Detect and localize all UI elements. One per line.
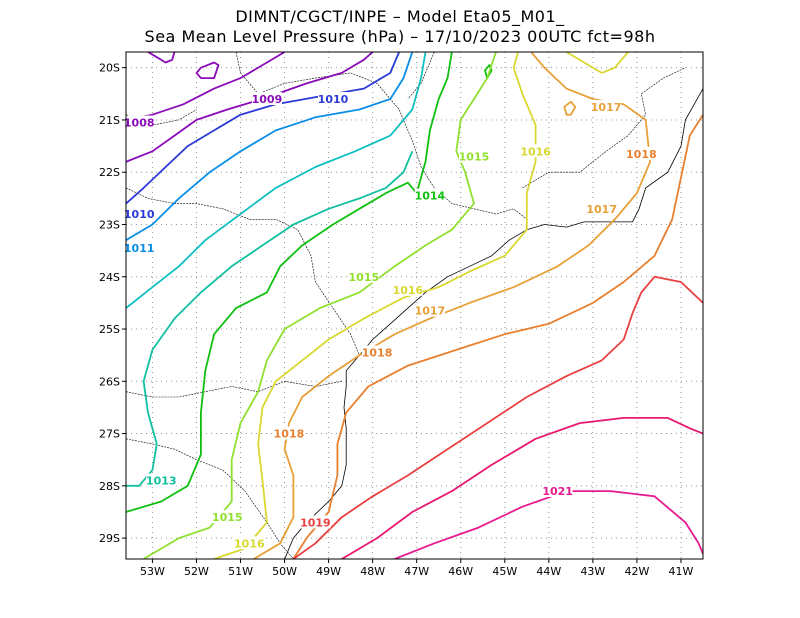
y-tick-label: 25S xyxy=(99,323,120,336)
state-border xyxy=(126,438,294,559)
isobar-1018 xyxy=(292,114,703,559)
contour-label-bg xyxy=(392,282,423,296)
contour-label: 1018 xyxy=(274,428,305,441)
contour-label: 1017 xyxy=(415,305,446,318)
y-tick-label: 24S xyxy=(99,271,120,284)
isobar-1011 xyxy=(126,52,414,241)
state-border xyxy=(235,52,527,220)
contour-label-bg xyxy=(212,510,243,524)
contour-label-layer: 1008 1009 1010 1010 1011 1013 1014 1015 1015 1015… xyxy=(124,92,657,550)
x-tick-label: 43W xyxy=(580,565,605,578)
map-title-line-1: DIMNT/CGCT/INPE – Model Eta05_M01_ xyxy=(235,7,565,26)
contour-label: 1008 xyxy=(124,117,155,130)
y-tick-label: 26S xyxy=(99,375,120,388)
y-tick-label: 29S xyxy=(99,532,120,545)
y-tick-label: 20S xyxy=(99,62,120,75)
contour-label-bg xyxy=(124,241,155,255)
contour-label: 1018 xyxy=(626,148,657,161)
contour-label-bg xyxy=(124,207,155,221)
x-tick-label: 44W xyxy=(536,565,561,578)
isobar-1017 xyxy=(253,52,651,559)
contour-label-bg xyxy=(414,188,445,202)
isobar-1008 xyxy=(126,52,286,121)
contour-label: 1017 xyxy=(586,203,617,216)
grid-layer xyxy=(126,52,703,559)
contour-label: 1009 xyxy=(252,93,283,106)
axis-tick-layer: 53W 52W 51W 50W 49W 48W 47W 46W 45W 44W 43W 42W 41W 2… xyxy=(99,62,694,578)
isobar-1017 xyxy=(563,100,577,116)
contour-label-bg xyxy=(234,536,265,550)
isobar-1016 xyxy=(213,52,537,559)
contour-label: 1016 xyxy=(393,284,424,297)
contour-label: 1016 xyxy=(234,537,265,550)
contour-label: 1015 xyxy=(459,151,490,164)
contour-label: 1010 xyxy=(318,93,349,106)
contour-label-bg xyxy=(251,92,282,106)
y-tick-label: 21S xyxy=(99,114,120,127)
contour-label: 1021 xyxy=(542,485,573,498)
isobar-1008 xyxy=(195,61,220,79)
isobar-1008 xyxy=(147,52,176,64)
contour-label: 1015 xyxy=(349,271,380,284)
x-tick-label: 48W xyxy=(360,565,385,578)
x-tick-label: 49W xyxy=(316,565,341,578)
isobar-1021 xyxy=(394,490,703,559)
contour-label-bg xyxy=(300,515,331,529)
contour-label-bg xyxy=(348,269,379,283)
contour-label: 1015 xyxy=(212,511,243,524)
contour-label: 1013 xyxy=(146,475,177,488)
contour-label: 1014 xyxy=(415,190,446,203)
isobar-1014 xyxy=(126,52,453,513)
contour-label-bg xyxy=(318,92,349,106)
contour-label-bg xyxy=(520,144,551,158)
x-tick-label: 47W xyxy=(404,565,429,578)
x-tick-label: 41W xyxy=(669,565,694,578)
contour-label-bg xyxy=(458,149,489,163)
state-border xyxy=(126,380,342,398)
isobar-1013 xyxy=(126,150,414,487)
contour-label-bg xyxy=(273,426,304,440)
y-tick-label: 22S xyxy=(99,166,120,179)
y-tick-label: 27S xyxy=(99,428,120,441)
isobar-1016 xyxy=(566,52,629,74)
isobar-1012 xyxy=(126,52,427,309)
y-tick-label: 28S xyxy=(99,480,120,493)
contour-label: 1017 xyxy=(591,101,622,114)
x-tick-label: 50W xyxy=(272,565,297,578)
contour-label-bg xyxy=(542,484,573,498)
contour-label-bg xyxy=(362,345,393,359)
x-tick-label: 46W xyxy=(448,565,473,578)
contour-label-bg xyxy=(591,99,622,113)
contour-label: 1018 xyxy=(362,347,393,360)
map-frame xyxy=(125,51,704,560)
coastline xyxy=(284,88,703,559)
contour-layer xyxy=(126,52,703,559)
contour-label-bg xyxy=(124,115,155,129)
isobar-1020 xyxy=(341,417,703,559)
contour-label: 1019 xyxy=(300,516,331,529)
isobar-1015 xyxy=(143,52,497,559)
y-tick-label: 23S xyxy=(99,218,120,231)
x-tick-label: 42W xyxy=(624,565,649,578)
contour-label-bg xyxy=(414,303,445,317)
contour-label-bg xyxy=(626,146,657,160)
x-tick-label: 53W xyxy=(140,565,165,578)
contour-label: 1010 xyxy=(124,208,155,221)
x-tick-label: 52W xyxy=(184,565,209,578)
state-border xyxy=(522,67,686,189)
isobar-1014 xyxy=(484,64,493,79)
contour-label: 1016 xyxy=(520,145,551,158)
x-tick-label: 45W xyxy=(492,565,517,578)
isobar-1009 xyxy=(126,52,374,163)
contour-label-bg xyxy=(146,473,177,487)
contour-label-bg xyxy=(586,201,617,215)
isobar-1019 xyxy=(292,275,703,559)
map-title-line-2: Sea Mean Level Pressure (hPa) – 17/10/20… xyxy=(144,27,656,46)
isobar-1010 xyxy=(126,52,400,205)
contour-label: 1011 xyxy=(124,242,155,255)
state-border xyxy=(407,52,435,100)
x-tick-label: 51W xyxy=(228,565,253,578)
